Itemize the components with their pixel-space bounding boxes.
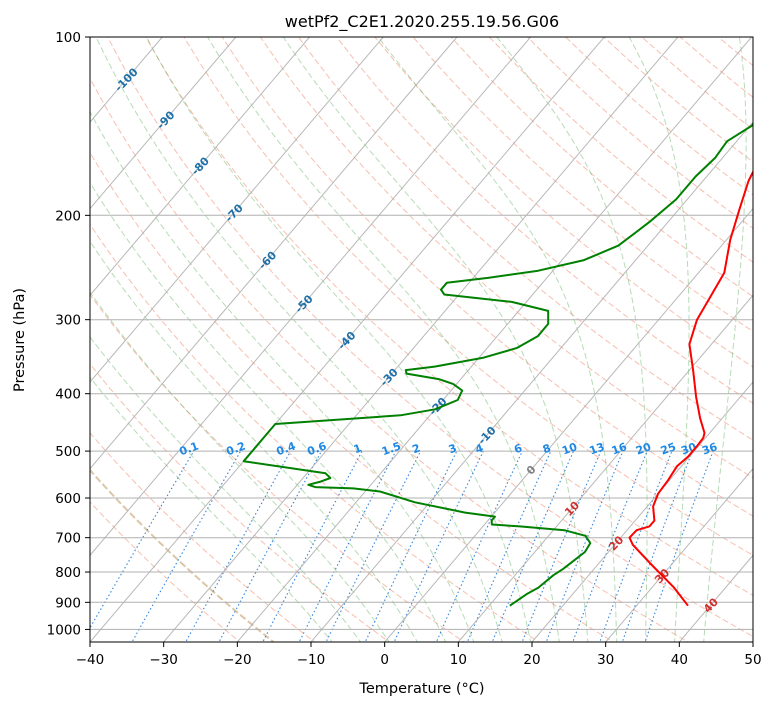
dry-adiabat-line	[450, 37, 753, 298]
mixing-ratio-label: 8	[541, 441, 553, 456]
mixing-ratio-label: 2	[410, 441, 422, 456]
y-tick-label: 600	[55, 491, 81, 507]
mixing-ratio-label: 1	[352, 441, 364, 456]
isotherm-line	[457, 294, 753, 642]
mixing-ratio-label: 0.4	[275, 439, 298, 458]
isotherm-line	[310, 121, 753, 642]
x-tick-label: 0	[380, 652, 389, 668]
mixing-ratio-label: 20	[634, 440, 653, 458]
mixing-ratio-line	[572, 450, 648, 642]
dry-adiabat-line	[412, 37, 753, 333]
x-tick-label: −30	[149, 652, 178, 668]
dewpoint-profile-line	[242, 121, 753, 607]
mixing-ratio-label: 4	[473, 441, 485, 456]
x-tick-label: 30	[597, 652, 614, 668]
mixing-ratio-line	[545, 450, 624, 642]
mixing-ratio-label: 0.6	[306, 439, 329, 458]
mixing-ratio-line	[644, 450, 714, 642]
chart-title: wetPf2_C2E1.2020.255.19.56.G06	[285, 12, 559, 32]
moist-adiabat-line	[146, 37, 532, 642]
y-axis: 100 200 300 400 500 600 700 800 900 1000	[47, 30, 90, 638]
isotherm-line	[163, 37, 679, 642]
x-tick-label: 20	[523, 652, 540, 668]
isotherm-line	[90, 37, 605, 642]
isotherm-line	[90, 37, 310, 297]
grid-lines	[90, 37, 753, 642]
x-tick-label: 50	[744, 652, 761, 668]
mixing-ratio-label: 3	[447, 441, 459, 456]
y-tick-label: 1000	[47, 622, 81, 638]
y-tick-label: 700	[55, 531, 81, 547]
moist-adiabat-line	[377, 37, 618, 642]
isotherm-line	[605, 467, 753, 642]
mixing-ratio-label: 16	[610, 440, 629, 458]
isotherm-line	[90, 37, 531, 557]
mixing-ratio-line	[521, 450, 602, 642]
mixing-ratio-label: 13	[588, 440, 607, 457]
mixing-ratio-label: 10	[560, 440, 579, 458]
y-tick-label: 900	[55, 595, 81, 611]
mixing-ratio-label: 25	[659, 440, 678, 457]
dry-adiabat-line	[145, 37, 753, 597]
mixing-ratio-line	[491, 450, 575, 642]
mixing-ratio-line	[599, 450, 673, 642]
y-tick-label: 400	[55, 387, 81, 403]
isotherm-line	[90, 37, 237, 210]
mixing-ratio-line	[621, 450, 693, 642]
mixing-ratio-label: 0.1	[178, 439, 201, 458]
mixing-ratio-line	[90, 450, 195, 629]
y-axis-title: Pressure (hPa)	[12, 288, 28, 392]
isotherm-line	[90, 37, 384, 383]
mixing-ratio-line	[298, 450, 397, 642]
mixing-ratio-label: 1.5	[380, 439, 403, 458]
y-tick-label: 300	[55, 313, 81, 329]
mixing-ratio-label: 0.2	[225, 439, 248, 458]
isotherm-line	[236, 37, 752, 642]
moist-adiabat-line	[90, 336, 362, 642]
y-tick-label: 100	[55, 30, 81, 46]
mixing-ratio-label: 36	[700, 440, 719, 458]
isotherm-line	[90, 37, 458, 470]
x-tick-label: 10	[450, 652, 467, 668]
y-tick-label: 800	[55, 565, 81, 581]
x-tick-label: −10	[297, 652, 326, 668]
x-tick-label: −20	[223, 652, 252, 668]
moist-adiabat-line	[496, 37, 648, 642]
x-tick-label: −40	[76, 652, 105, 668]
mixing-ratio-line	[393, 450, 484, 642]
x-tick-label: 40	[671, 652, 688, 668]
data-series	[242, 121, 753, 607]
isotherm-line	[531, 381, 753, 642]
dry-adiabat-line	[90, 363, 391, 642]
dry-adiabat-line	[259, 37, 753, 479]
y-tick-label: 500	[55, 444, 81, 460]
y-tick-label: 200	[55, 208, 81, 224]
mixing-ratio-label: 6	[512, 441, 524, 456]
mixing-ratio-label: 30	[679, 440, 698, 458]
mixing-ratio-labels: 0.1 0.2 0.4 0.6 1 1.5 2 3 4 6 8 10 13 16 20 25 30 36	[178, 439, 720, 458]
mixing-ratio-line	[218, 450, 322, 642]
dry-adiabat-line	[90, 151, 615, 642]
dry-adiabat-line	[336, 37, 753, 404]
moist-adiabat-line	[282, 37, 589, 642]
moist-adiabat-line	[703, 37, 747, 642]
x-axis-title: Temperature (°C)	[358, 681, 484, 697]
plot-frame	[89, 36, 754, 643]
moist-adiabat-line	[90, 291, 390, 642]
dry-adiabat-line	[221, 37, 753, 517]
moist-adiabat-line	[628, 37, 690, 642]
temperature-profile-line	[628, 169, 753, 607]
isotherm-line	[384, 207, 753, 642]
x-axis: −40 −30 −20 −10 0 10 20 30 40 50	[76, 642, 762, 668]
